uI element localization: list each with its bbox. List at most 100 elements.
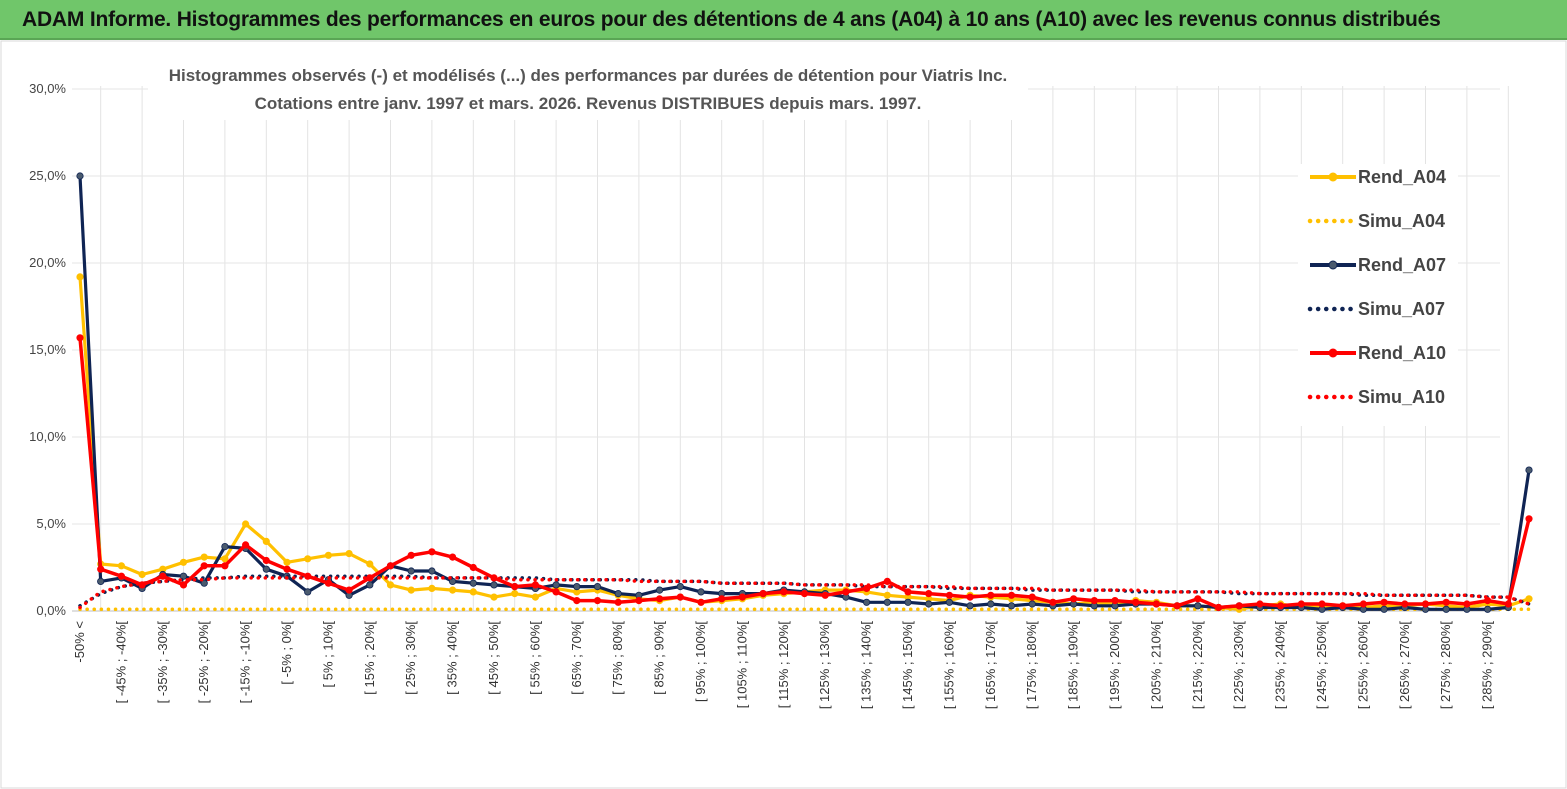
series-rend-a10-point [1297, 600, 1305, 608]
series-rend-a07-point [262, 565, 270, 573]
x-tick-label: [ 275% ; 280%[ [1438, 621, 1453, 710]
series-rend-a10-point [1256, 600, 1264, 608]
series-rend-a10-point [117, 572, 126, 580]
y-tick-label: 5,0% [36, 516, 66, 531]
legend-label-rend-a07: Rend_A07 [1358, 255, 1446, 275]
series-rend-a10-point [738, 593, 747, 601]
series-rend-a10-point [1442, 598, 1450, 606]
series-rend-a07-point [1028, 600, 1036, 608]
series-rend-a07-point [1484, 605, 1492, 613]
series-rend-a07-point [97, 577, 105, 586]
x-tick-label: [ 185% ; 190%[ [1066, 621, 1081, 710]
series-rend-a10-point [1504, 600, 1512, 608]
series-rend-a10-point [925, 589, 933, 598]
y-tick-label: 10,0% [29, 429, 66, 444]
series-rend-a04-point [1525, 595, 1533, 603]
legend-marker-rend-a07 [1328, 260, 1338, 270]
series-rend-a10-point [780, 588, 788, 596]
series-rend-a10-point [428, 548, 436, 556]
series-rend-a10-point [1359, 600, 1368, 608]
series-rend-a07-point [366, 581, 374, 589]
series-rend-a07-point [1525, 466, 1533, 474]
series-rend-a10-point [97, 565, 105, 573]
x-tick-label: [ 205% ; 210%[ [1148, 621, 1163, 710]
series-rend-a10-point [573, 596, 581, 605]
x-tick-label: [ 75% ; 80%[ [610, 621, 625, 695]
series-rend-a04-point [304, 555, 312, 563]
x-tick-label: [ 195% ; 200%[ [1107, 621, 1122, 710]
series-rend-a10-point [1111, 596, 1119, 605]
series-rend-a04-point [531, 593, 540, 601]
chart-title: Histogrammes observés (-) et modélisés (… [169, 66, 1008, 85]
series-rend-a10-point [1007, 591, 1016, 599]
x-tick-label: [ -45% ; -40%[ [113, 621, 128, 704]
series-rend-a10-point [511, 582, 519, 591]
y-tick-label: 0,0% [36, 603, 66, 618]
series-rend-a07-point [304, 588, 312, 596]
y-tick-label: 20,0% [29, 255, 66, 270]
series-rend-a04-point [428, 584, 436, 593]
series-rend-a10-point [179, 581, 188, 589]
series-rend-a07-point [221, 542, 229, 551]
series-rend-a10-point [1380, 598, 1388, 606]
series-rend-a07-point [904, 598, 912, 606]
x-tick-label: [ 85% ; 90%[ [652, 621, 667, 695]
series-rend-a10-point [862, 584, 871, 593]
legend-label-rend-a04: Rend_A04 [1358, 167, 1446, 187]
series-rend-a07-point [1194, 602, 1202, 610]
y-axis-ticks: 0,0% 5,0% 10,0% 15,0% 20,0% 25,0% 30,0% [29, 81, 66, 618]
x-tick-label: [ 5% ; 10%[ [320, 621, 335, 688]
series-rend-a07-point [1380, 605, 1388, 613]
x-tick-label: [ 165% ; 170%[ [983, 621, 998, 710]
series-rend-a04-point [407, 586, 415, 594]
chart-title-backdrop [148, 56, 1028, 120]
x-tick-label: [ -25% ; -20%[ [196, 621, 211, 704]
series-rend-a07-point [883, 598, 891, 606]
series-layer [76, 172, 1533, 613]
legend-label-simu-a10: Simu_A10 [1358, 387, 1445, 407]
legend-label-simu-a04: Simu_A04 [1358, 211, 1445, 231]
x-tick-label: [ 105% ; 110%[ [734, 621, 749, 709]
x-tick-label: [ 25% ; 30%[ [403, 621, 418, 695]
x-tick-label: [ -5% ; 0%[ [279, 621, 294, 685]
series-rend-a10-point [655, 595, 664, 603]
series-rend-a10-point [1525, 515, 1533, 523]
series-rend-a10-point [1090, 596, 1098, 605]
series-rend-a10-point [842, 588, 850, 596]
x-tick-label: [ 115% ; 120%[ [776, 621, 791, 709]
series-rend-a10-point [966, 593, 974, 601]
series-rend-a07-point [552, 581, 560, 589]
y-tick-label: 30,0% [29, 81, 66, 96]
series-rend-a07-point [862, 598, 871, 606]
series-rend-a10-point [593, 596, 602, 605]
series-rend-a10-point [945, 591, 954, 599]
series-rend-a10-point [1049, 598, 1057, 606]
series-rend-a10-point [676, 593, 684, 601]
series-rend-a10-point [635, 596, 643, 605]
series-rend-a10-point [407, 551, 415, 559]
x-tick-label: [ 225% ; 230%[ [1231, 621, 1246, 710]
series-rend-a07-point [573, 582, 581, 591]
series-rend-a04-point [117, 562, 126, 570]
series-rend-a10-point [448, 553, 457, 561]
series-rend-a10-point [221, 562, 229, 570]
x-tick-label: [ -35% ; -30%[ [155, 621, 170, 704]
x-tick-label: [ 95% ; 100%[ [693, 621, 708, 702]
series-rend-a10-point [718, 595, 726, 603]
series-rend-a10-point [883, 577, 891, 586]
series-rend-a07-point [593, 582, 602, 591]
series-rend-a07-point [697, 588, 705, 596]
series-rend-a10-point [1070, 595, 1078, 603]
series-rend-a07-point [945, 598, 954, 606]
legend-label-simu-a07: Simu_A07 [1358, 299, 1445, 319]
series-rend-a04-point [200, 553, 208, 561]
series-rend-a04-point [386, 581, 395, 589]
series-rend-a04-point [345, 549, 353, 558]
x-tick-label: [ 235% ; 240%[ [1273, 621, 1288, 710]
series-rend-a10-point [904, 588, 912, 596]
report-title: ADAM Informe. Histogrammes des performan… [22, 8, 1441, 31]
series-rend-a07-point [76, 172, 84, 180]
series-rend-a04-point [76, 273, 84, 281]
x-tick-label: [ 285% ; 290%[ [1480, 621, 1495, 710]
series-rend-a10-point [1173, 602, 1181, 610]
